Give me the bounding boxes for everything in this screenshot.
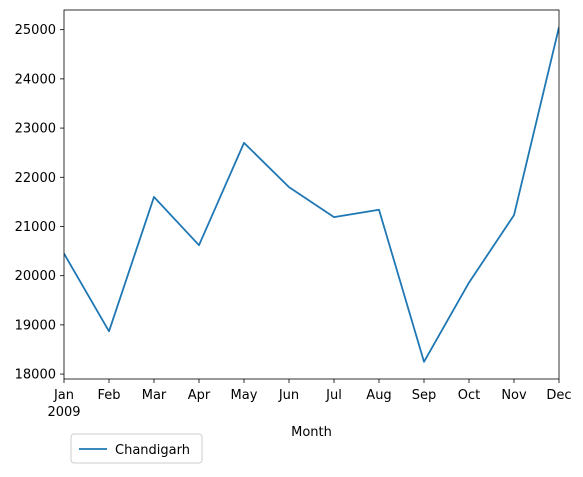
- x-tick-year-label: 2009: [47, 405, 80, 420]
- x-tick-label: Jan: [53, 388, 74, 403]
- legend-box: [70, 433, 203, 464]
- y-tick-label: 18000: [15, 368, 56, 383]
- legend-label: Chandigarh: [115, 443, 190, 458]
- x-tick-label: Aug: [366, 388, 391, 403]
- x-tick-label: Feb: [97, 388, 120, 403]
- x-tick-label: Dec: [546, 388, 571, 403]
- y-tick-label: 19000: [15, 318, 56, 333]
- series-layer: [64, 27, 559, 363]
- x-tick-label: Jun: [278, 388, 299, 403]
- x-tick-label: Jul: [325, 388, 342, 403]
- plot-frame: [63, 9, 560, 380]
- y-tick-label: 23000: [15, 122, 56, 137]
- legend[interactable]: Chandigarh: [70, 433, 203, 464]
- x-tick-label: Apr: [188, 388, 211, 403]
- y-tick-label: 20000: [15, 269, 56, 284]
- y-tick-label: 24000: [15, 72, 56, 87]
- y-tick-label: 22000: [15, 171, 56, 186]
- y-tick-label: 25000: [15, 23, 56, 38]
- x-tick-label: Nov: [501, 388, 527, 403]
- y-tick-label: 21000: [15, 220, 56, 235]
- y-axis: 18000 19000 20000 21000 22000 23000 24000 25000: [15, 23, 64, 383]
- x-axis: Jan Feb Mar Apr May Jun Jul Aug Sep Oct Nov Dec 2009: [47, 379, 572, 420]
- x-tick-label: Sep: [412, 388, 437, 403]
- x-tick-label: Oct: [458, 388, 480, 403]
- series-line-chandigarh: [64, 27, 559, 363]
- x-tick-label: May: [231, 388, 258, 403]
- x-axis-label: Month: [291, 425, 332, 440]
- x-tick-label: Mar: [142, 388, 167, 403]
